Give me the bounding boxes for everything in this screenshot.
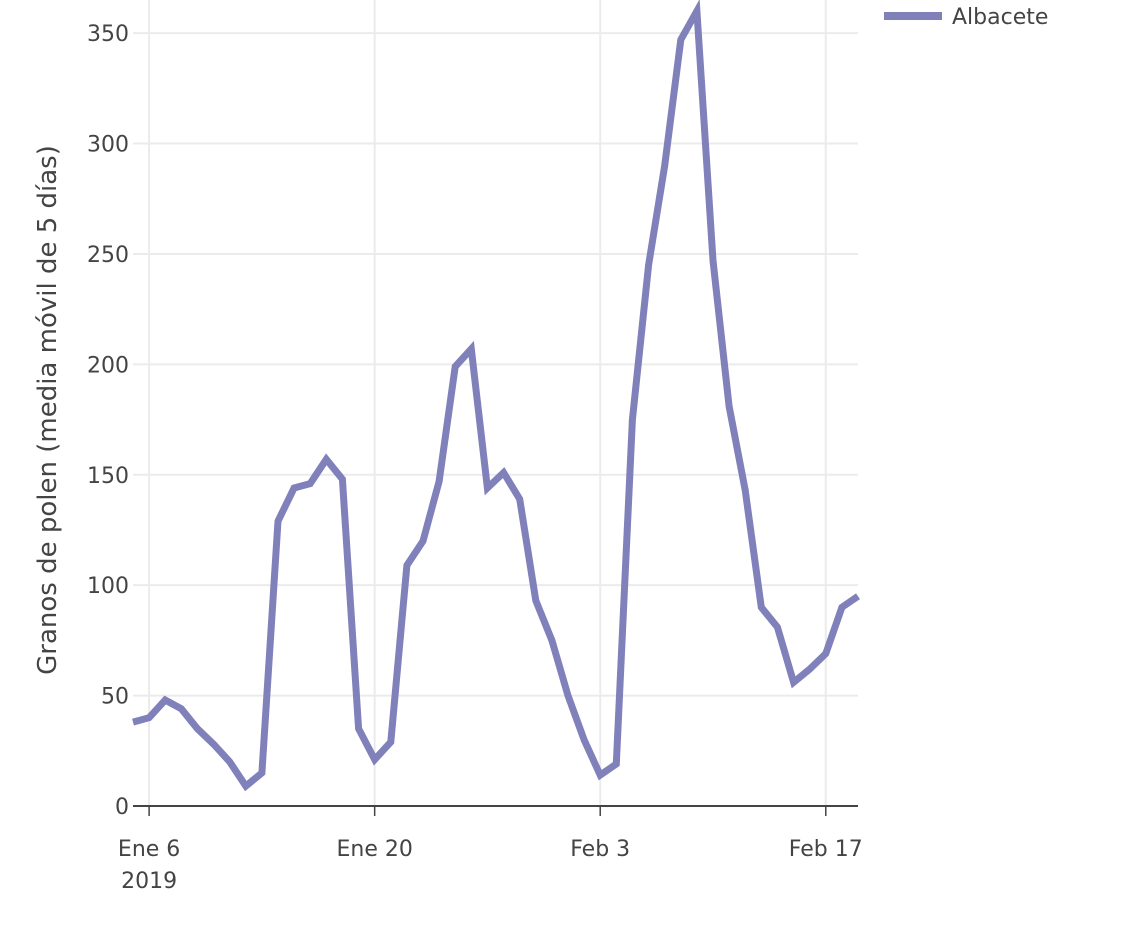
x-tick-label: Ene 20 [336,837,412,862]
y-tick-label: 50 [101,685,129,710]
x-tick-label: Ene 6 [118,837,180,862]
y-tick-label: 350 [87,22,129,47]
legend-label-albacete: Albacete [952,5,1048,30]
tick-labels: 0 50 100 150 200 250 300 350 Ene 6 2019 Ene 20 Feb … [87,22,863,894]
gridlines [133,0,858,806]
y-axis-title: Granos de polen (media móvil de 5 días) [33,145,63,675]
y-tick-label: 250 [87,243,129,268]
legend[interactable]: Albacete [884,5,1048,30]
x-tick-sublabel: 2019 [121,869,177,894]
y-tick-label: 200 [87,353,129,378]
series-lines [132,0,860,792]
axes [133,805,858,816]
y-tick-label: 100 [87,574,129,599]
x-tick-label: Feb 3 [570,837,630,862]
y-tick-label: 300 [87,133,129,158]
y-tick-label: 150 [87,464,129,489]
series-line-albacete [132,0,860,792]
y-tick-label: 0 [115,795,129,820]
x-tick-label: Feb 17 [789,837,863,862]
